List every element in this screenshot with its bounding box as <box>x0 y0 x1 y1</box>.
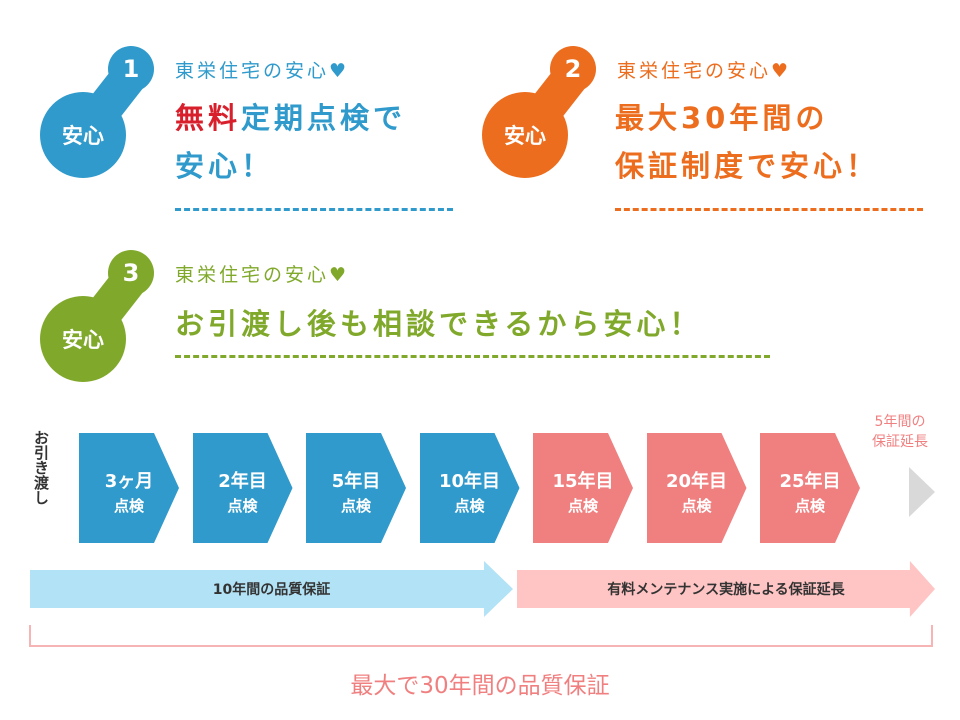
inspection-step: 20年目点検 <box>646 433 747 543</box>
card-1-title: 無料定期点検で 安心！ <box>175 94 406 190</box>
step-year: 2年目 <box>218 471 267 492</box>
step-year: 5年目 <box>331 471 381 492</box>
step-label: 点検 <box>113 497 144 515</box>
card-2-subtitle: 東栄住宅の安心♥ <box>617 60 792 82</box>
card-2-title: 最大30年間の 保証制度で安心！ <box>615 94 879 190</box>
step-label: 点検 <box>340 497 371 515</box>
badge-number: 3 <box>108 250 154 296</box>
badge-3: 3 安心 <box>38 248 178 388</box>
step-label: 点検 <box>794 497 825 515</box>
badge-2: 2 安心 <box>480 44 620 184</box>
badge-number: 1 <box>108 46 154 92</box>
title-text-2: 安心！ <box>175 149 275 183</box>
warranty-band-10y: 10年間の品質保証 <box>30 561 513 617</box>
extension-note-2: 保証延長 <box>872 434 928 450</box>
gray-arrow-icon <box>909 467 935 517</box>
inspection-step: 15年目点検 <box>533 433 633 543</box>
card-3-title: お引渡し後も相談できるから安心！ <box>175 307 703 341</box>
badge-label: 安心 <box>482 92 568 178</box>
title-text-2: 保証制度で安心！ <box>615 149 880 183</box>
step-label: 点検 <box>454 497 485 515</box>
handover-label: お引き渡し <box>32 430 50 505</box>
divider <box>615 208 923 211</box>
step-year: 10年目 <box>438 471 501 492</box>
title-text: 最大30年間の <box>615 101 829 135</box>
card-3-subtitle: 東栄住宅の安心♥ <box>175 264 350 286</box>
band-label: 有料メンテナンス実施による保証延長 <box>607 582 845 598</box>
title-emphasis: 無料 <box>175 101 242 135</box>
warranty-band-extension: 有料メンテナンス実施による保証延長 <box>517 561 935 617</box>
total-bracket <box>29 625 933 647</box>
badge-1: 1 安心 <box>38 44 178 184</box>
step-year: 25年目 <box>779 471 841 492</box>
badge-number: 2 <box>550 46 596 92</box>
step-label: 点検 <box>681 497 712 515</box>
badge-label: 安心 <box>40 92 126 178</box>
step-label: 点検 <box>567 497 598 515</box>
badge-label: 安心 <box>40 296 126 382</box>
inspection-step: 10年目点検 <box>419 433 520 543</box>
inspection-step: 2年目点検 <box>192 433 293 543</box>
extension-note-1: 5年間の <box>874 414 926 430</box>
divider <box>175 208 453 211</box>
title-text: 定期点検で <box>241 101 407 135</box>
divider <box>175 355 770 358</box>
step-year: 3ヶ月 <box>104 471 154 492</box>
step-year: 20年目 <box>665 471 728 492</box>
extension-note: 5年間の 保証延長 <box>862 412 938 452</box>
step-year: 15年目 <box>552 471 614 492</box>
card-1-subtitle: 東栄住宅の安心♥ <box>175 60 350 82</box>
inspection-step: 25年目点検 <box>760 433 860 543</box>
inspection-step: 5年目点検 <box>306 433 406 543</box>
inspection-step: 3ヶ月点検 <box>79 433 179 543</box>
total-warranty-label: 最大で30年間の品質保証 <box>350 673 610 699</box>
band-label: 10年間の品質保証 <box>212 582 331 598</box>
step-label: 点検 <box>227 497 258 515</box>
